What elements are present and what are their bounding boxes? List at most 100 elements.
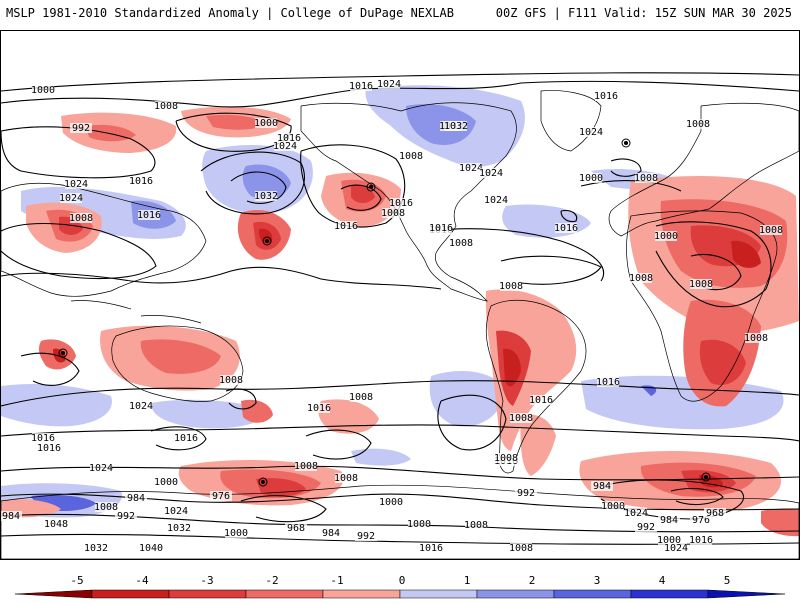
isobar-label-bg — [335, 473, 357, 483]
isobar-label: 1024 — [377, 79, 401, 90]
anomaly-region — [242, 164, 291, 200]
isobar-label: 1024 — [273, 141, 297, 152]
isobar-label: 984 — [660, 515, 678, 526]
isobar-line — [230, 171, 287, 204]
isobar-label-bg — [380, 497, 402, 507]
isobar-label: 1016 — [689, 535, 713, 546]
anomaly-region — [1, 384, 112, 427]
isobar-line — [200, 151, 305, 215]
pressure-center-ring — [258, 477, 268, 487]
isobar-label-bg — [308, 403, 330, 413]
pressure-center-ring — [262, 236, 272, 246]
isobar-label-bg — [687, 119, 709, 129]
isobar-label-bg — [760, 225, 782, 235]
isobar-line — [20, 352, 80, 386]
isobar-label: 1016 — [389, 198, 413, 209]
isobar-line — [1, 380, 799, 407]
isobar-label-bg — [580, 127, 602, 137]
isobar-line — [150, 426, 207, 451]
colorbar-tick-label: -2 — [265, 574, 278, 587]
isobar-label: 1024 — [459, 163, 483, 174]
isobar-label: 1016 — [419, 543, 443, 554]
isobar-label: 1008 — [381, 208, 405, 219]
isobar-label: 1024 — [59, 193, 83, 204]
colorbar-segment — [707, 589, 786, 599]
isobar-label-bg — [140, 543, 162, 553]
isobar-label: 1016 — [31, 433, 55, 444]
isobar-label: 1008 — [744, 333, 768, 344]
pressure-center-dot — [264, 238, 270, 244]
isobar-line — [560, 210, 578, 223]
isobar-line — [430, 228, 604, 282]
isobar-label-bg — [465, 520, 487, 530]
colorbar-segment — [91, 589, 170, 599]
colorbar-tick-label: 1 — [464, 574, 471, 587]
isobar-label-bg — [1, 511, 22, 521]
isobar-label: 992 — [637, 522, 655, 533]
isobar-label-bg — [378, 79, 400, 89]
colorbar-segment — [553, 589, 632, 599]
isobar-label-bg — [658, 515, 680, 525]
isobar-line — [305, 429, 372, 460]
isobar-label: 1000 — [31, 85, 55, 96]
isobar-label: 1032 — [84, 543, 108, 554]
isobar-line — [1, 465, 799, 481]
isobar-label: 1008 — [294, 461, 318, 472]
coast-africa — [626, 210, 778, 402]
anomaly-region — [151, 399, 271, 429]
isobar-label: 1000 — [407, 519, 431, 530]
colorbar-segment — [14, 589, 93, 599]
anomaly-region — [761, 508, 799, 537]
pressure-center-ring — [58, 348, 68, 358]
isobar-label: 992 — [357, 531, 375, 542]
anomaly-region — [520, 414, 556, 476]
isobar-label: 1000 — [154, 477, 178, 488]
isobar-label: 968 — [287, 523, 305, 534]
isobar-label: 1000 — [654, 231, 678, 242]
pressure-center-dot — [368, 184, 374, 190]
isobar-label: 1040 — [139, 543, 163, 554]
anomaly-region — [206, 114, 266, 130]
isobar-label: 1024 — [64, 179, 88, 190]
isobar-line — [1, 223, 157, 280]
isobar-label-bg — [168, 523, 190, 533]
isobar-label-bg — [635, 173, 657, 183]
colorbar-segment — [168, 589, 247, 599]
anomaly-region — [429, 371, 506, 427]
isobar-label-bg — [220, 375, 242, 385]
header: MSLP 1981-2010 Standardized Anomaly | Co… — [0, 0, 800, 30]
isobar-label-bg — [445, 121, 467, 131]
isobar-label-bg — [625, 508, 647, 518]
isobar-label: 984 — [2, 511, 20, 522]
isobar-label: 1016 — [129, 176, 153, 187]
isobar-label-bg — [591, 481, 613, 491]
map-canvas[interactable]: 1000992100810001016102410241016103210321… — [1, 31, 799, 559]
colorbar-segments — [14, 589, 786, 599]
anomaly-region — [241, 399, 273, 423]
map-panel[interactable]: 1000992100810001016102410241016103210321… — [0, 30, 800, 560]
isobar-label: 1016 — [277, 133, 301, 144]
isobar-label-bg — [635, 522, 657, 532]
isobar-label-bg — [274, 141, 296, 151]
isobar-label: 1016 — [429, 223, 453, 234]
isobar-label-bg — [495, 453, 517, 463]
isobar-label-bg — [225, 528, 247, 538]
isobar-label-bg — [658, 535, 680, 545]
isobar-label-bg — [530, 395, 552, 405]
isobar-label: 1024 — [484, 195, 508, 206]
isobar-label-bg — [690, 279, 712, 289]
isobar-label: 1008 — [334, 473, 358, 484]
isobars — [1, 72, 799, 545]
isobar-label: 976 — [692, 515, 710, 526]
isobar-label-bg — [65, 179, 87, 189]
isobar-label-bg — [85, 543, 107, 553]
isobar-label-bg — [285, 523, 307, 533]
colorbar-graphic: -5 -4 -3 -2 -1 0 1 2 3 4 5 — [14, 574, 786, 599]
isobar-label-bg — [295, 461, 317, 471]
isobar-label: 1000 — [601, 501, 625, 512]
isobar-line — [1, 533, 799, 545]
isobar-label-bg — [90, 463, 112, 473]
isobar-label: 1008 — [69, 213, 93, 224]
isobar-label: 1016 — [529, 395, 553, 406]
isobar-label: 1008 — [154, 101, 178, 112]
